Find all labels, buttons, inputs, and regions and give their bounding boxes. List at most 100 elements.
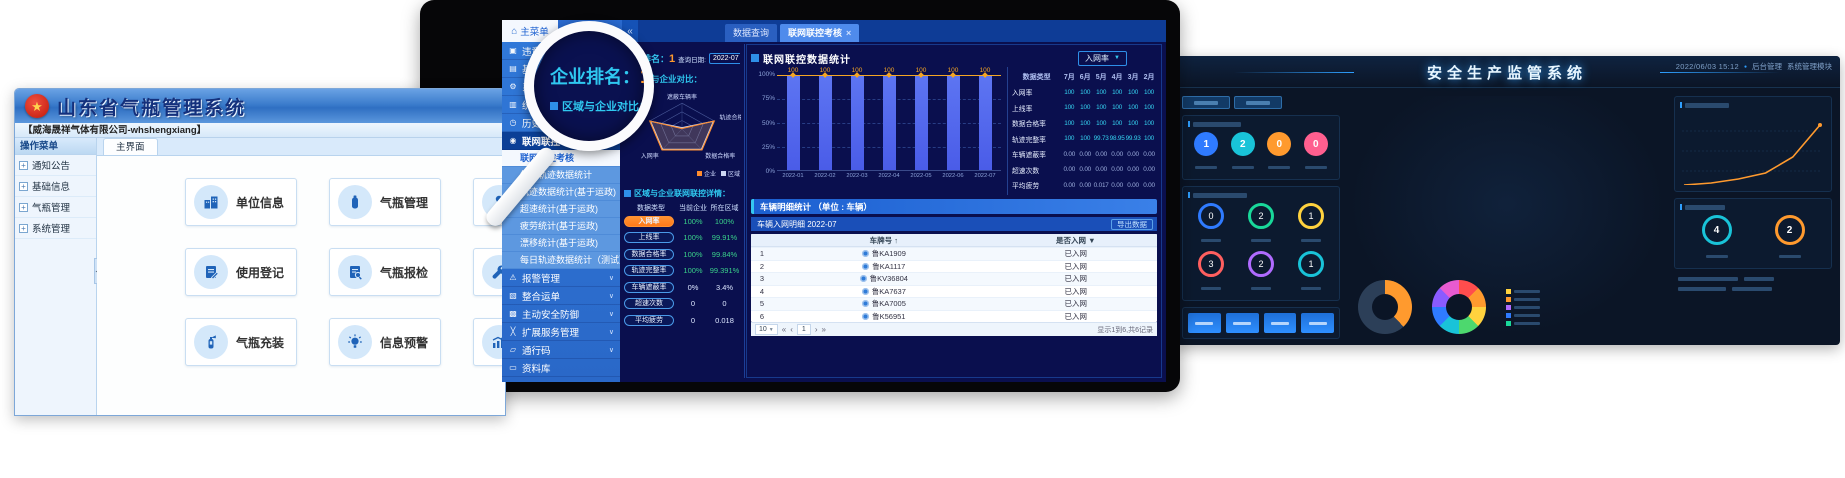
metric-pill-数据合格率[interactable]: 数据合格率	[624, 248, 674, 260]
page-size-select[interactable]: 10 ▼	[755, 324, 778, 335]
tile-building[interactable]: 单位信息	[185, 178, 297, 226]
vehicle-row-鲁KA1909[interactable]: 1 鲁KA1909 已入网	[751, 247, 1157, 260]
current-page-input[interactable]: 1	[796, 324, 811, 335]
bar	[978, 75, 992, 170]
tile-partial[interactable]	[473, 248, 505, 296]
window-title: 山东省气瓶管理系统	[57, 97, 247, 119]
metric-pill-超速次数[interactable]: 超速次数	[624, 298, 674, 310]
collapse-arrow-icon[interactable]: «	[627, 25, 633, 37]
module-link[interactable]: 系统管理模块	[1787, 62, 1832, 71]
sidebar-group-整合运单[interactable]: ▧ 整合运单 ∨	[502, 287, 620, 305]
vehicle-row-鲁KA7637[interactable]: 4 鲁KA7637 已入网	[751, 284, 1157, 298]
sidebar-item-系统管理[interactable]: + 系统管理	[15, 218, 96, 239]
expand-plus-icon[interactable]: +	[19, 202, 28, 212]
stat-label-skeleton	[1268, 166, 1291, 169]
legend-label-skeleton	[1514, 321, 1540, 325]
monitor-button[interactable]	[1263, 313, 1297, 333]
submenu-item-超速统计(基于运政)[interactable]: 超速统计(基于运政)	[502, 201, 620, 218]
network-icon: ◉	[509, 136, 517, 145]
close-icon[interactable]: ×	[846, 28, 852, 38]
last-page-button[interactable]: »	[821, 324, 826, 334]
chevron-down-icon: ∨	[608, 328, 614, 336]
stat-circle-item: 1	[1194, 132, 1219, 174]
column-header: 3月	[1127, 73, 1139, 81]
month-value: 100	[1128, 88, 1139, 96]
export-data-button[interactable]: 导出数据	[1111, 218, 1153, 230]
waybill-icon: ▧	[509, 291, 517, 300]
submenu-item-漂移统计(基于运政)[interactable]: 漂移统计(基于运政)	[502, 235, 620, 252]
cylinder-icon	[338, 185, 372, 219]
metric-pill-车辆遮蔽率[interactable]: 车辆遮蔽率	[624, 281, 674, 293]
filter-icon[interactable]: ▼	[1088, 235, 1096, 245]
tab-main-view[interactable]: 主界面	[103, 138, 158, 155]
submenu-item-联网联控考核[interactable]: 联网联控考核	[502, 150, 620, 167]
misc-stats	[1674, 275, 1832, 293]
sidebar-group-通行码[interactable]: ▱ 通行码 ∨	[502, 341, 620, 359]
monitor-button[interactable]	[1301, 313, 1334, 333]
tab-label: 主菜单	[520, 27, 549, 38]
company-value: 100%	[683, 266, 703, 276]
status-cell: 已入网	[1064, 311, 1088, 321]
tile-filling[interactable]: 气瓶充装	[185, 318, 297, 366]
monitor-button[interactable]	[1188, 313, 1221, 333]
button-label-skeleton	[1195, 321, 1214, 325]
gauge-item: 2	[1774, 215, 1805, 263]
submenu-item-每日轨迹数据统计（测试）[interactable]: 每日轨迹数据统计（测试）	[502, 252, 620, 269]
tile-alert[interactable]: 信息预警	[329, 318, 441, 366]
metric-pill-上线率[interactable]: 上线率	[624, 232, 674, 244]
bar-column-2022-07	[969, 72, 1001, 170]
y-tick-label: 0%	[765, 168, 775, 175]
expand-plus-icon[interactable]: +	[19, 223, 28, 233]
vehicle-row-鲁KA7005[interactable]: 5 鲁KA7005 已入网	[751, 297, 1157, 310]
date-dropdown[interactable]: 2022-07 ▼	[708, 53, 740, 64]
quick-button[interactable]	[1182, 96, 1230, 109]
sidebar-group-label: 通行码	[522, 345, 551, 357]
sidebar-group-资料库[interactable]: ▭ 资料库	[502, 359, 620, 377]
bar-value-label: 100	[787, 67, 799, 74]
status-column-header[interactable]: 是否入网 ▼	[1056, 235, 1096, 245]
sidebar-item-气瓶管理[interactable]: + 气瓶管理	[15, 197, 96, 218]
sidebar-group-扩展服务管理[interactable]: ╳ 扩展服务管理 ∨	[502, 323, 620, 341]
vehicle-row-鲁KV36804[interactable]: 3 鲁KV36804 已入网	[751, 272, 1157, 285]
expand-plus-icon[interactable]: +	[19, 181, 28, 191]
sidebar-item-通知公告[interactable]: + 通知公告	[15, 155, 96, 176]
legend-item	[1506, 320, 1540, 326]
submenu-item-疲劳统计(基于运政)[interactable]: 疲劳统计(基于运政)	[502, 218, 620, 235]
metric-pill-轨迹完整率[interactable]: 轨迹完整率	[624, 265, 674, 277]
tile-cylinder[interactable]: 气瓶管理	[329, 178, 441, 226]
backend-admin-link[interactable]: 后台管理	[1752, 62, 1782, 71]
tab-联网联控考核[interactable]: 联网联控考核 ×	[780, 24, 860, 42]
vehicle-row-鲁K56951[interactable]: 6 鲁K56951 已入网	[751, 309, 1157, 323]
metric-dropdown[interactable]: 入网率 ▼	[1078, 50, 1127, 66]
quick-button[interactable]	[1234, 96, 1282, 109]
magnified-company-rank: 企业排名：1	[550, 66, 652, 88]
expand-plus-icon[interactable]: +	[19, 160, 28, 170]
tile-partial[interactable]	[473, 318, 505, 366]
tile-register[interactable]: 使用登记	[185, 248, 297, 296]
submenu-item-轨迹数据统计(基于运政)[interactable]: 轨迹数据统计(基于运政)	[502, 184, 620, 201]
monitor-button[interactable]	[1225, 313, 1259, 333]
company-value: 0	[690, 299, 696, 309]
first-page-button[interactable]: «	[781, 324, 787, 334]
month-value: 0.00	[1127, 166, 1139, 174]
month-value: 100	[1143, 119, 1155, 127]
sort-asc-icon[interactable]: ↑	[894, 235, 898, 245]
plate-column-header[interactable]: 车牌号 ↑	[869, 235, 898, 245]
tile-label: 信息预警	[380, 335, 429, 350]
tile-inspect[interactable]: 气瓶报检	[329, 248, 441, 296]
vehicle-icon	[859, 275, 867, 283]
sidebar-group-主动安全防御[interactable]: ▩ 主动安全防御 ∨	[502, 305, 620, 323]
column-header: 所在区域	[710, 205, 739, 212]
vehicle-row-鲁KA1117[interactable]: 2 鲁KA1117 已入网	[751, 259, 1157, 273]
tab-数据查询[interactable]: 数据查询	[725, 24, 778, 42]
sidebar-group-报警管理[interactable]: ⚠ 报警管理 ∨	[502, 269, 620, 287]
safety-dashboard-header: 安全生产监管系统 2022/06/03 15:12 ● 后台管理 系统管理模块	[1174, 56, 1840, 88]
next-page-button[interactable]: ›	[814, 324, 818, 334]
month-value: 0.00	[1143, 150, 1155, 158]
prev-page-button[interactable]: ‹	[790, 324, 793, 334]
metric-pill-入网率[interactable]: 入网率	[624, 215, 674, 227]
tab-main-menu[interactable]: ⌂ 主菜单	[502, 20, 558, 42]
sidebar-item-基础信息[interactable]: + 基础信息	[15, 176, 96, 197]
metric-pill-平均疲劳[interactable]: 平均疲劳	[624, 314, 674, 326]
